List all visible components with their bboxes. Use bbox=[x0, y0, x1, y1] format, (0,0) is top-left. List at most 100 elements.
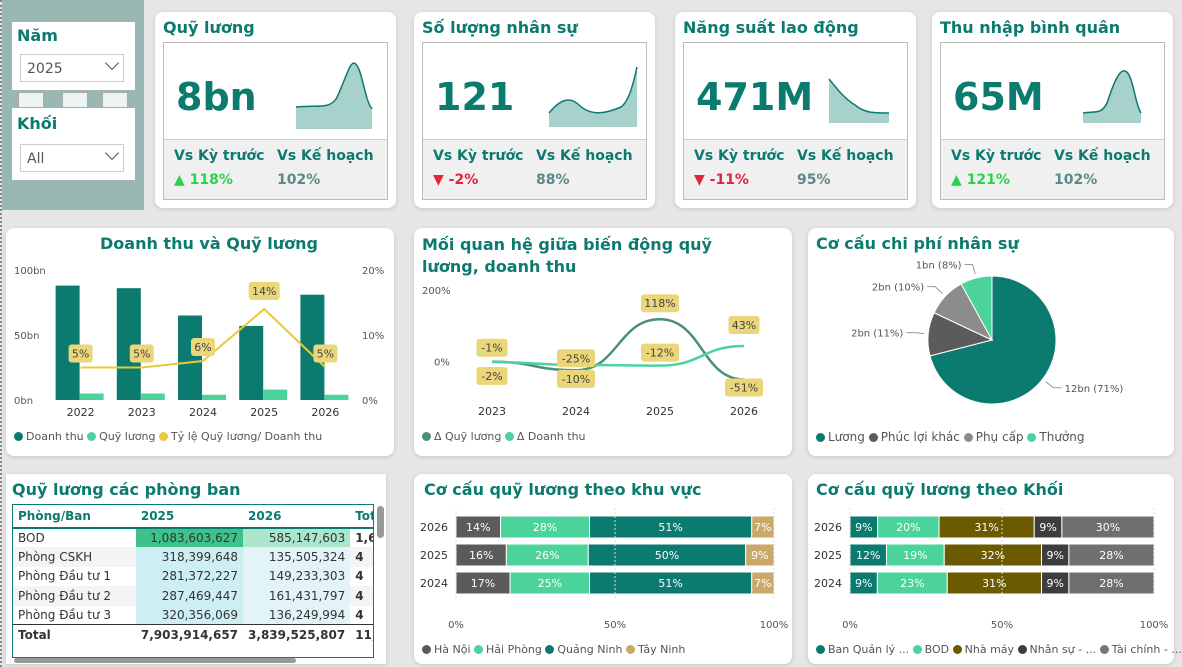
legend-item[interactable]: Ban Quản lý ... bbox=[816, 643, 909, 656]
legend-item[interactable]: Δ Quỹ lương bbox=[422, 430, 501, 443]
total-cell: 3,839,525,807 bbox=[248, 627, 346, 642]
bar-payroll[interactable] bbox=[202, 394, 226, 400]
horizontal-scrollbar[interactable] bbox=[14, 658, 296, 663]
series-line[interactable] bbox=[491, 317, 745, 381]
x-tick-label: 100% bbox=[760, 620, 789, 631]
stack-segment[interactable] bbox=[1068, 543, 1155, 567]
segment-label: 25% bbox=[538, 577, 562, 590]
leader-line bbox=[906, 332, 925, 335]
delta-revenue-label: -10% bbox=[562, 373, 590, 386]
bar-payroll[interactable] bbox=[79, 393, 104, 401]
x-tick-label: 2026 bbox=[311, 406, 339, 419]
column-header[interactable]: Phòng/Ban bbox=[13, 505, 136, 529]
kpi-title: Năng suất lao động bbox=[683, 18, 859, 37]
chart-title: Cơ cấu quỹ lương theo Khối bbox=[816, 480, 1064, 499]
block-dropdown-value: All bbox=[27, 151, 45, 167]
x-tick-label: 0% bbox=[842, 620, 858, 631]
legend-item[interactable]: Hà Nội bbox=[422, 643, 471, 656]
kpi-sparkline bbox=[548, 66, 638, 127]
bar-payroll[interactable] bbox=[263, 389, 288, 400]
bar-payroll[interactable] bbox=[324, 394, 349, 400]
stack-segment[interactable] bbox=[751, 571, 775, 595]
legend-item[interactable]: Nhân sự - ... bbox=[1017, 643, 1096, 656]
legend-item[interactable]: Tài chính - ... bbox=[1099, 643, 1182, 656]
delta-revenue-label: 43% bbox=[732, 319, 756, 332]
filter-icon[interactable] bbox=[18, 92, 44, 108]
legend-item[interactable]: Tây Ninh bbox=[625, 643, 685, 656]
ratio-line[interactable] bbox=[80, 307, 327, 369]
chart-svg: 200% 0% 2023 2024 2025 2026 -1% -25% 118% -51% -2%… bbox=[422, 286, 763, 418]
table-row[interactable]: Phòng CSKH 318,399,648 135,505,324 4 bbox=[13, 547, 373, 567]
legend-item[interactable]: Quỹ lương bbox=[87, 430, 156, 443]
table-cell: 136,249,994 bbox=[243, 605, 351, 625]
stack-segment[interactable] bbox=[751, 515, 775, 539]
chart-legend: Hà Nội Hải Phòng Quảng Ninh Tây Ninh bbox=[422, 643, 685, 656]
kpi-prev-value: ▼ -2% bbox=[433, 172, 479, 188]
legend-label: Tỷ lệ Quỹ lương/ Doanh thu bbox=[171, 430, 323, 443]
legend-item[interactable]: Doanh thu bbox=[14, 430, 84, 443]
kpi-inner: 471M Vs Kỳ trước Vs Kế hoạch ▼ -11% 95% bbox=[683, 42, 908, 200]
slicer-toolbar bbox=[18, 92, 134, 108]
column-header[interactable]: 2025 bbox=[135, 505, 244, 529]
legend-item[interactable]: Thưởng bbox=[1027, 430, 1085, 444]
legend-item[interactable]: Nhà máy bbox=[952, 643, 1014, 656]
legend-item[interactable]: Hải Phòng bbox=[474, 643, 542, 656]
x-tick-label: 50% bbox=[604, 620, 626, 631]
x-tick-label: 0% bbox=[448, 620, 464, 631]
legend-item[interactable]: Quảng Ninh bbox=[545, 643, 622, 656]
focus-mode-icon[interactable] bbox=[62, 92, 88, 108]
series-line[interactable] bbox=[491, 344, 745, 367]
column-header[interactable]: Total bbox=[350, 505, 373, 529]
bar-revenue[interactable] bbox=[55, 285, 80, 400]
stack-segment[interactable] bbox=[745, 543, 775, 567]
vertical-scrollbar[interactable] bbox=[377, 506, 384, 538]
block-dropdown[interactable]: All bbox=[20, 144, 124, 172]
x-tick-label: 2025 bbox=[250, 406, 278, 419]
legend-item[interactable]: Δ Doanh thu bbox=[504, 430, 586, 443]
legend-item[interactable]: Phụ cấp bbox=[963, 430, 1024, 444]
x-tick-label: 2023 bbox=[478, 405, 506, 418]
bar-revenue[interactable] bbox=[116, 288, 141, 400]
year-dropdown[interactable]: 2025 bbox=[20, 54, 124, 82]
table-row[interactable]: Phòng Đầu tư 2 287,469,447 161,431,797 4 bbox=[13, 586, 373, 606]
pie-slice[interactable] bbox=[960, 275, 993, 341]
x-tick-label: 2026 bbox=[730, 405, 758, 418]
legend-item[interactable]: Tỷ lệ Quỹ lương/ Doanh thu bbox=[159, 430, 322, 443]
segment-label: 9% bbox=[855, 577, 872, 590]
segment-label: 31% bbox=[974, 521, 998, 534]
table-row[interactable]: Phòng Đầu tư 1 281,372,227 149,233,303 4 bbox=[13, 566, 373, 587]
stack-segment[interactable] bbox=[1061, 515, 1155, 539]
segment-label: 9% bbox=[751, 549, 768, 562]
more-options-icon[interactable] bbox=[102, 92, 128, 108]
y-tick-label: 100bn bbox=[14, 266, 46, 277]
delta-payroll-label-bg bbox=[476, 338, 508, 357]
chart-legend: Ban Quản lý ... BOD Nhà máy Nhân sự - ..… bbox=[816, 643, 1182, 656]
table-row[interactable]: Phòng Đầu tư 3 320,356,069 136,249,994 4 bbox=[13, 605, 373, 625]
table-row[interactable]: BOD 1,083,603,627 585,147,603 1,6 bbox=[13, 528, 373, 548]
legend-item[interactable]: Phúc lợi khác bbox=[868, 430, 960, 444]
y2-tick-label: 10% bbox=[362, 331, 384, 342]
y-tick-label: 50bn bbox=[14, 331, 39, 342]
y-tick-label: 0% bbox=[434, 357, 450, 368]
leader-line bbox=[964, 263, 976, 275]
bar-revenue[interactable] bbox=[239, 325, 264, 400]
table-cell: 320,356,069 bbox=[135, 605, 244, 625]
bar-revenue[interactable] bbox=[178, 315, 202, 401]
ratio-data-label: 5% bbox=[133, 348, 150, 361]
table-cell: 4 bbox=[355, 550, 364, 565]
legend-item[interactable]: Lương bbox=[816, 430, 865, 444]
stack-segment[interactable] bbox=[1068, 571, 1155, 595]
legend-item[interactable]: BOD bbox=[912, 643, 949, 656]
kpi-value: 471M bbox=[696, 75, 814, 119]
segment-label: 9% bbox=[1046, 577, 1063, 590]
department-payroll-table: Quỹ lương các phòng ban Phòng/Ban 2025 2… bbox=[6, 474, 386, 664]
delta-payroll-label: 118% bbox=[644, 297, 675, 310]
bar-payroll[interactable] bbox=[140, 393, 165, 401]
table-cell: 318,399,648 bbox=[135, 547, 244, 567]
kpi-plan-value: 102% bbox=[1054, 172, 1098, 188]
year-slicer: Năm 2025 bbox=[12, 22, 135, 90]
table-cell: 4 bbox=[355, 569, 364, 584]
column-header[interactable]: 2026 bbox=[243, 505, 351, 529]
kpi-inner: 121 Vs Kỳ trước Vs Kế hoạch ▼ -2% 88% bbox=[422, 42, 647, 200]
kpi-prev-label: Vs Kỳ trước bbox=[694, 148, 785, 164]
